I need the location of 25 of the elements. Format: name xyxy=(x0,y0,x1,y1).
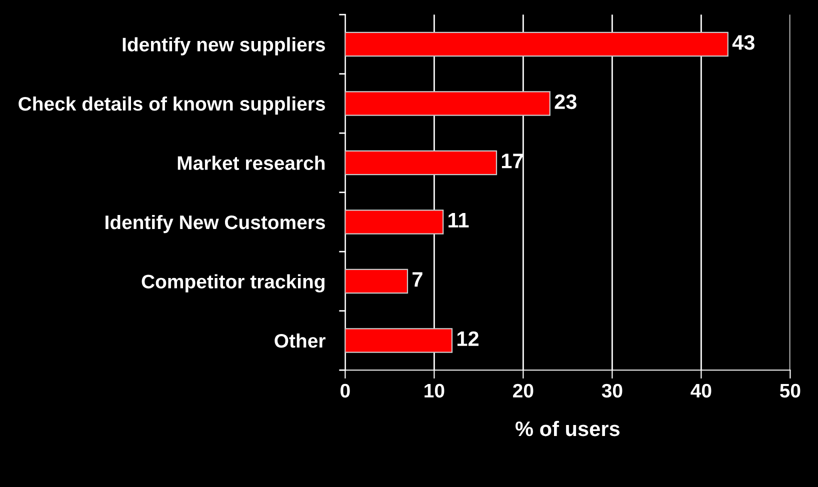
x-tick-label: 20 xyxy=(513,384,534,398)
data-label: 43 xyxy=(732,35,754,50)
bar xyxy=(345,328,453,353)
data-label: 11 xyxy=(448,213,469,228)
bar xyxy=(345,268,408,294)
x-tick-label: 40 xyxy=(690,384,712,398)
data-label: 7 xyxy=(412,272,422,287)
bar xyxy=(345,32,728,57)
y-tick-label: Check details of known suppliers xyxy=(18,96,325,115)
x-tick-label: 30 xyxy=(602,384,622,398)
data-label: 17 xyxy=(502,154,523,168)
x-tick-label: 0 xyxy=(340,384,350,398)
y-tick-label: Identify new suppliers xyxy=(122,37,325,56)
y-tick-label: Competitor tracking xyxy=(142,274,324,292)
y-tick-label: Identify New Customers xyxy=(106,214,325,234)
x-axis-title: % of users xyxy=(516,420,620,436)
bar xyxy=(345,210,444,234)
data-label: 23 xyxy=(554,94,576,110)
data-label: 12 xyxy=(457,331,478,346)
bar xyxy=(345,150,498,176)
bar xyxy=(345,91,550,116)
x-tick-label: 10 xyxy=(424,384,444,398)
y-tick-label: Other xyxy=(274,333,326,348)
y-tick-label: Market research xyxy=(178,156,325,170)
x-tick-label: 50 xyxy=(780,384,800,398)
